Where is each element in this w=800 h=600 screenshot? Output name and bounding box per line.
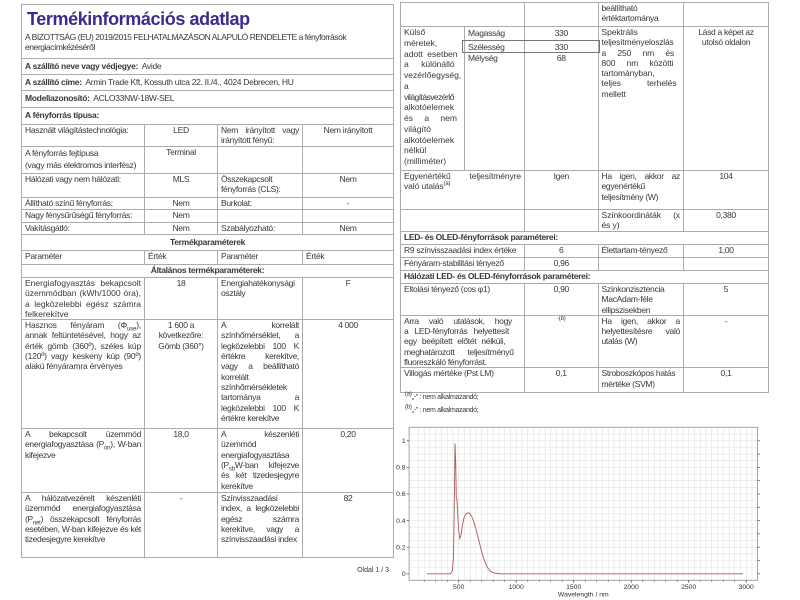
svg-text:1: 1 xyxy=(402,438,406,445)
svg-text:1000: 1000 xyxy=(509,584,524,591)
svg-text:2500: 2500 xyxy=(681,584,696,591)
svg-text:0.4: 0.4 xyxy=(396,518,406,525)
svg-text:0: 0 xyxy=(402,571,406,578)
svg-text:2000: 2000 xyxy=(624,584,639,591)
svg-text:0.6: 0.6 xyxy=(396,491,406,498)
svg-text:0.2: 0.2 xyxy=(396,544,406,551)
svg-text:500: 500 xyxy=(453,584,465,591)
svg-text:Wavelength / nm: Wavelength / nm xyxy=(558,591,609,598)
svg-text:0.8: 0.8 xyxy=(396,465,406,472)
svg-text:3000: 3000 xyxy=(739,584,754,591)
svg-text:1500: 1500 xyxy=(566,584,581,591)
